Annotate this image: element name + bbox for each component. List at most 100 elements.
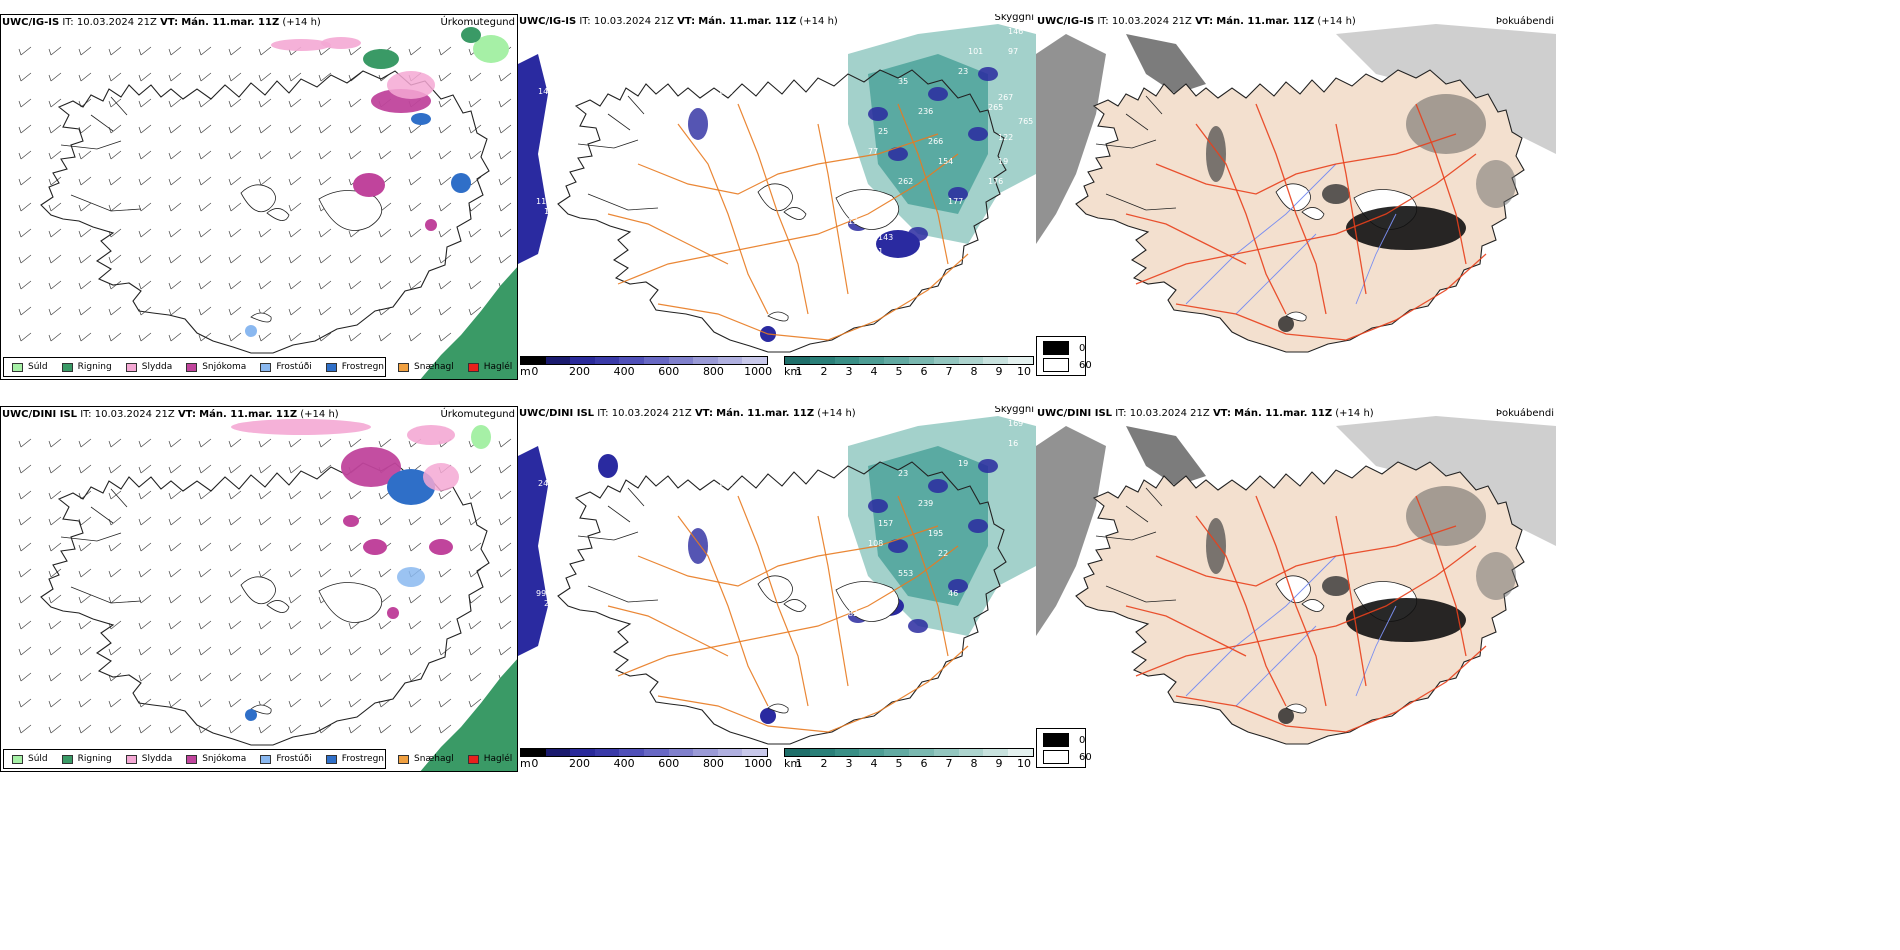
- ceiling-value-label: 136: [848, 217, 863, 226]
- model-name: UWC/DINI ISL: [2, 409, 78, 420]
- colorbar-tick-label: 600: [658, 365, 680, 378]
- colorbar-tick-label: 5: [895, 365, 903, 378]
- ceiling-value-label: 239: [918, 499, 933, 508]
- ceiling-value-label: 82: [848, 609, 858, 618]
- ceiling-value-label: 22: [938, 549, 948, 558]
- visibility-colorbar: km 1 2 3 4 5 6 7 8 9 10: [784, 748, 1034, 772]
- colorbar-bin: [859, 749, 885, 756]
- colorbar-tick-label: 3: [845, 757, 853, 770]
- lead-time: (+14 h): [817, 408, 856, 419]
- colorbar-bin: [983, 357, 1009, 364]
- ceiling-value-label: 23: [958, 67, 968, 76]
- legend-item: Súld: [12, 754, 48, 764]
- fog-legend-label: 60: [1079, 359, 1092, 371]
- colorbar-bin: [859, 357, 885, 364]
- legend-label: Rigning: [77, 362, 112, 372]
- colorbar-bin: [809, 357, 835, 364]
- field-name: Skyggni: [994, 406, 1034, 415]
- ceiling-value-label: 143: [878, 233, 893, 242]
- colorbar-bin: [521, 749, 546, 756]
- legend-label: Frostúði: [276, 362, 312, 372]
- colorbar-strip: [520, 748, 768, 757]
- ceiling-value-label: 185: [738, 465, 753, 474]
- cloud-panel-top: UWC/IG-IS IT: 10.03.2024 21Z VT: Mán. 11…: [518, 14, 1036, 380]
- ceiling-value-label: 25: [878, 127, 888, 136]
- ceiling-value-label: 105: [688, 99, 703, 108]
- legend-item: Snæhagl: [398, 362, 454, 372]
- fog-panel-top: UWC/IG-IS IT: 10.03.2024 21Z VT: Mán. 11…: [1036, 14, 1556, 380]
- model-name: UWC/DINI ISL: [519, 408, 595, 419]
- ceiling-value-label: 87: [548, 117, 558, 126]
- panel-header: UWC/DINI ISL IT: 10.03.2024 21Z VT: Mán.…: [518, 406, 1036, 422]
- colorbar-tick-label: 1: [795, 365, 803, 378]
- ceiling-value-label: 146: [1008, 27, 1023, 36]
- panel-header: UWC/DINI ISL IT: 10.03.2024 21Z VT: Mán.…: [1, 407, 517, 423]
- legend-swatch: [186, 362, 198, 372]
- legend-swatch: [467, 362, 479, 372]
- ceiling-value-label: 147: [538, 87, 553, 96]
- panel-header: UWC/IG-IS IT: 10.03.2024 21Z VT: Mán. 11…: [1036, 14, 1556, 30]
- ceiling-value-label: 195: [928, 529, 943, 538]
- colorbar-tick-label: 200: [569, 757, 591, 770]
- vt-label: VT:: [1212, 408, 1231, 419]
- legend-swatch: [12, 754, 23, 764]
- legend-item: Frostregn: [325, 754, 384, 764]
- model-name: UWC/IG-IS: [519, 16, 577, 27]
- legend-swatch: [125, 754, 137, 764]
- it-label: IT:: [579, 16, 591, 27]
- it-label: IT:: [597, 408, 609, 419]
- legend-item: Frostúði: [260, 362, 312, 372]
- ceiling-value-label: 80: [648, 51, 658, 60]
- ceiling-value-label: 79: [738, 73, 748, 82]
- colorbar-tick-label: 4: [870, 365, 878, 378]
- legend-swatch: [260, 362, 272, 372]
- colorbar-bin: [619, 749, 644, 756]
- lead-time: (+14 h): [282, 17, 321, 28]
- init-time: 10.03.2024 21Z: [1111, 16, 1192, 27]
- fog-legend-item: 0: [1043, 341, 1085, 355]
- legend-swatch: [325, 754, 337, 764]
- colorbar-unit: m: [520, 365, 531, 378]
- vt-label: VT:: [160, 17, 179, 28]
- colorbar-tick-label: 4: [870, 757, 878, 770]
- legend-swatch: [398, 754, 410, 764]
- fog-legend-swatch: [1043, 733, 1069, 747]
- init-time: 10.03.2024 21Z: [76, 17, 157, 28]
- colorbar-tick-label: 6: [920, 365, 928, 378]
- lead-time: (+14 h): [1317, 16, 1356, 27]
- ceiling-value-label: 265: [988, 103, 1003, 112]
- init-time: 10.03.2024 21Z: [94, 409, 175, 420]
- fog-map: [1036, 24, 1556, 353]
- legend-item: Frostregn: [325, 362, 384, 372]
- legend-label: Haglél: [483, 362, 513, 372]
- colorbar-bin: [908, 357, 934, 364]
- colorbar-bin: [693, 749, 718, 756]
- colorbar-tick-label: 0: [531, 757, 539, 770]
- legend-item: Slydda: [125, 362, 172, 372]
- colorbar-unit: m: [520, 757, 531, 770]
- model-name: UWC/IG-IS: [1037, 16, 1095, 27]
- fog-legend-item: 0: [1043, 733, 1085, 747]
- colorbar-tick-label: 400: [613, 757, 635, 770]
- colorbar-tick-label: 2: [820, 365, 828, 378]
- colorbar-tick-label: 0: [531, 365, 539, 378]
- colorbar-tick-label: 9: [995, 757, 1003, 770]
- fog-panel-bottom: UWC/DINI ISL IT: 10.03.2024 21Z VT: Mán.…: [1036, 406, 1556, 772]
- ceiling-value-label: 553: [898, 569, 913, 578]
- valid-time: Mán. 11.mar. 11Z: [199, 409, 298, 420]
- legend-label: Snæhagl: [414, 754, 454, 764]
- ceiling-value-label: 35: [898, 77, 908, 86]
- valid-time: Mán. 11.mar. 11Z: [1216, 16, 1315, 27]
- colorbar-bin: [908, 749, 934, 756]
- ceiling-value-label: 236: [918, 107, 933, 116]
- colorbar-unit: km: [784, 365, 802, 378]
- fog-legend-item: 60: [1043, 358, 1092, 372]
- precip-legend: Súld Rigning Slydda Snjókoma Frostúði Frostre…: [3, 357, 512, 377]
- colorbar-bin: [933, 749, 959, 756]
- ceiling-value-label: 108: [868, 539, 883, 548]
- legend-item: Súld: [12, 362, 48, 372]
- colorbar-bin: [545, 749, 571, 756]
- colorbar-tick-label: 800: [702, 757, 724, 770]
- legend-item: Snjókoma: [186, 362, 246, 372]
